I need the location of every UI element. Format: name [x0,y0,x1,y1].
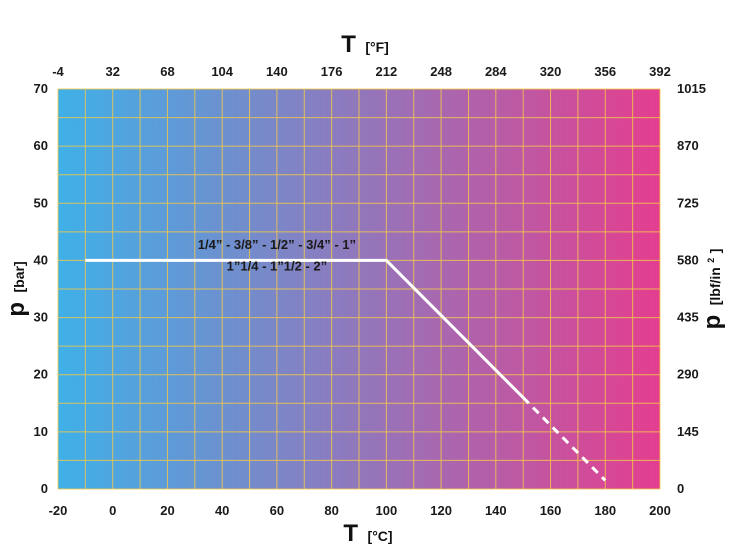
y-left-axis-label: p [3,302,30,317]
x-bottom-tick-label: 180 [594,503,616,518]
y-left-axis-unit: [bar] [11,261,27,292]
x-top-axis-title: T [°F] [341,31,389,58]
y-right-tick-label: 0 [677,481,684,496]
x-bottom-tick-label: 160 [540,503,562,518]
y-right-tick-label: 725 [677,195,699,210]
x-bottom-tick-label: 60 [270,503,284,518]
x-bottom-tick-label: -20 [49,503,68,518]
x-bottom-axis-title: T [°C] [343,520,392,547]
x-bottom-tick-label: 200 [649,503,671,518]
x-top-tick-label: 392 [649,64,671,79]
x-bottom-tick-label: 40 [215,503,229,518]
x-top-tick-label: 68 [160,64,174,79]
series-line-solid [85,258,525,399]
x-bottom-axis-label: T [343,520,358,547]
x-bottom-tick-label: 100 [376,503,398,518]
y-right-tick-label: 870 [677,138,699,153]
y-right-axis-unit-close: ] [707,249,723,254]
x-bottom-tick-labels: -20 0 20 40 60 80 100 120 140 160 180 200 [49,503,671,518]
x-top-axis-unit: [°F] [365,39,388,55]
y-right-tick-label: 580 [677,252,699,267]
y-right-tick-labels: 0 145 290 435 580 725 870 1015 [677,81,706,496]
y-right-tick-label: 435 [677,310,699,325]
y-left-tick-label: 70 [34,81,48,96]
y-left-tick-label: 40 [34,252,48,267]
y-right-axis-unit: [lbf/in [707,267,723,305]
x-bottom-axis-unit: [°C] [368,528,393,544]
x-top-tick-label: 212 [376,64,398,79]
annotations: 1/4” - 3/8” - 1/2” - 3/4” - 1” 1”1/4 - 1”… [198,237,356,274]
grid [57,88,661,490]
x-top-tick-label: 356 [594,64,616,79]
y-left-tick-label: 20 [34,367,48,382]
x-top-tick-labels: -4 32 68 104 140 176 212 248 284 320 356 392 [52,64,671,79]
x-top-tick-label: 284 [485,64,507,79]
x-top-tick-label: 104 [211,64,233,79]
x-top-tick-label: -4 [52,64,64,79]
x-bottom-tick-label: 140 [485,503,507,518]
y-left-tick-label: 50 [34,195,48,210]
x-top-axis-label: T [341,31,356,58]
y-right-axis-unit-sup: 2 [706,258,716,263]
x-bottom-tick-label: 20 [160,503,174,518]
y-right-axis-label: p [699,315,726,330]
y-right-tick-label: 1015 [677,81,706,96]
series-line-dashed [522,396,607,482]
y-left-tick-label: 0 [41,481,48,496]
annotation-label: 1/4” - 3/8” - 1/2” - 3/4” - 1” [198,237,356,252]
x-bottom-tick-label: 0 [109,503,116,518]
series-layer [85,258,607,482]
x-bottom-tick-label: 120 [430,503,452,518]
x-bottom-tick-label: 80 [324,503,338,518]
x-top-tick-label: 32 [105,64,119,79]
y-left-tick-label: 60 [34,138,48,153]
annotation-label: 1”1/4 - 1”1/2 - 2” [227,259,327,274]
y-left-tick-label: 30 [34,310,48,325]
x-top-tick-label: 320 [540,64,562,79]
y-right-tick-label: 290 [677,367,699,382]
y-right-tick-label: 145 [677,424,699,439]
y-left-tick-label: 10 [34,424,48,439]
x-top-tick-label: 176 [321,64,343,79]
y-right-axis-title: p [lbf/in 2 ] [699,249,726,330]
y-left-axis-title: p [bar] [3,261,30,316]
x-top-tick-label: 140 [266,64,288,79]
y-left-tick-labels: 0 10 20 30 40 50 60 70 [34,81,48,496]
x-top-tick-label: 248 [430,64,452,79]
